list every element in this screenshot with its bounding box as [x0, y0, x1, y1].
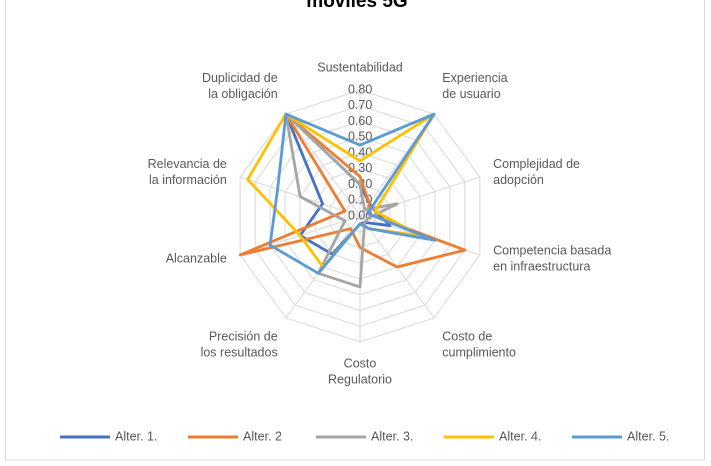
category-label: la obligación	[208, 87, 278, 101]
category-label: Alcanzable	[166, 252, 227, 266]
series-line	[268, 112, 437, 275]
category-label: Costo de	[442, 330, 492, 344]
chart-title: móviles 5G	[306, 0, 407, 12]
r-tick-label: 0.50	[348, 130, 372, 144]
legend-label: Alter. 1.	[115, 429, 157, 443]
series-line	[284, 112, 399, 289]
category-label: de usuario	[442, 87, 500, 101]
legend-label: Alter. 5.	[627, 429, 669, 443]
category-label: Sustentabilidad	[317, 60, 403, 74]
category-label: Competencia basada	[493, 244, 611, 258]
category-label: los resultados	[201, 346, 278, 360]
spoke	[285, 113, 361, 217]
category-label: Relevancia de	[148, 157, 227, 171]
category-label: Experiencia	[442, 71, 507, 85]
spoke	[359, 176, 480, 217]
r-tick-label: 0.70	[348, 98, 372, 112]
category-label: cumplimiento	[442, 346, 516, 360]
category-label: la información	[149, 173, 227, 187]
category-label: en infraestructura	[493, 260, 590, 274]
r-tick-label: 0.80	[348, 82, 372, 96]
legend-label: Alter. 4.	[499, 429, 541, 443]
legend-label: Alter. 2	[243, 429, 282, 443]
category-label: Duplicidad de	[202, 71, 278, 85]
legend-label: Alter. 3.	[371, 429, 413, 443]
category-label: Precisión de	[209, 330, 278, 344]
category-label: Complejidad de	[493, 157, 580, 171]
category-label: Costo	[344, 356, 377, 370]
r-tick-label: 0.60	[348, 114, 372, 128]
category-label: Regulatorio	[328, 372, 392, 386]
category-label: adopción	[493, 173, 544, 187]
